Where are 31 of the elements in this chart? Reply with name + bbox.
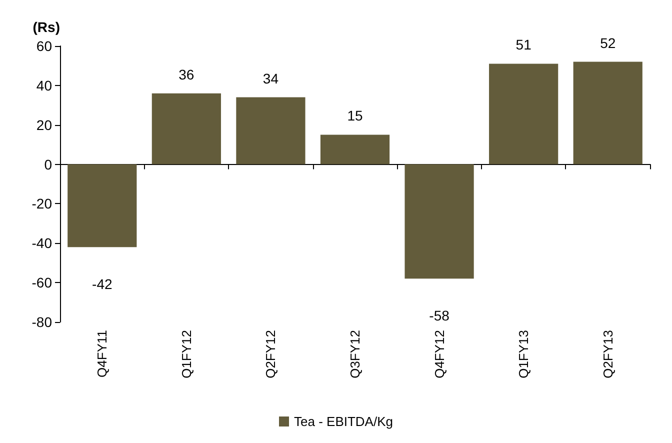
x-tick-label: Q2FY13 <box>600 330 616 378</box>
data-label: 34 <box>262 70 279 86</box>
data-label: 51 <box>516 36 532 53</box>
x-tick-label: Q4FY12 <box>432 330 447 378</box>
legend-label: Tea - EBITDA/Kg <box>294 414 393 429</box>
x-tick-label: Q1FY12 <box>178 330 194 378</box>
data-label: -42 <box>92 276 112 292</box>
x-tick-label: Q2FY12 <box>263 330 278 378</box>
y-tick-label: -20 <box>32 196 52 212</box>
bar <box>152 93 221 164</box>
y-tick-label: -60 <box>32 274 52 291</box>
y-tick-label: 60 <box>36 38 52 54</box>
bar <box>68 164 137 248</box>
data-label: 36 <box>178 66 194 82</box>
data-label: 15 <box>347 108 363 124</box>
y-tick-label: 0 <box>44 156 52 172</box>
y-tick-label: 40 <box>36 77 52 94</box>
data-label: -58 <box>429 308 450 324</box>
x-tick-label: Q4FY11 <box>94 330 110 378</box>
data-label: 52 <box>600 34 616 51</box>
x-tick-label: Q3FY12 <box>348 330 362 378</box>
bar <box>573 62 642 164</box>
y-tick-label: -40 <box>32 235 52 252</box>
bar <box>404 164 474 279</box>
x-tick-label: Q1FY13 <box>516 330 532 378</box>
y-axis-title: (Rs) <box>32 19 60 35</box>
bar <box>320 134 390 164</box>
y-tick-label: 20 <box>36 116 52 133</box>
y-tick-label: -80 <box>32 314 52 330</box>
bar <box>236 97 306 164</box>
bar <box>489 64 558 164</box>
